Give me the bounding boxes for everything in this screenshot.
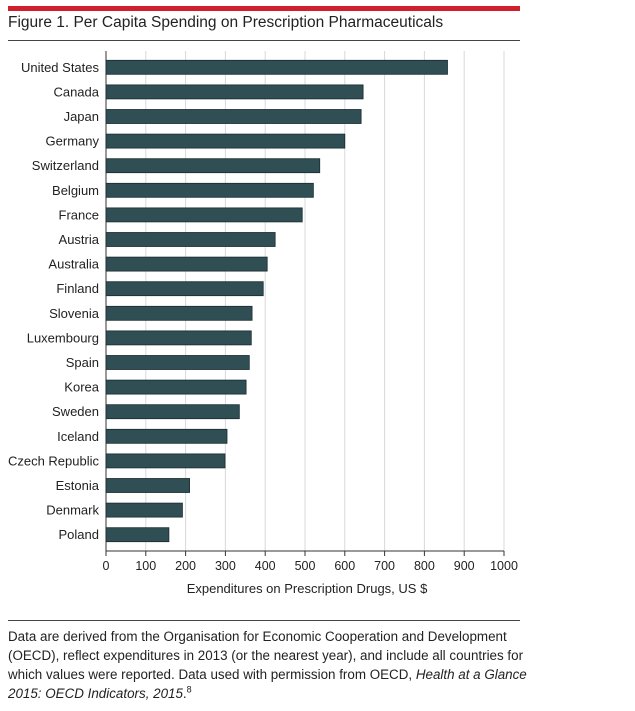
bar-united-states <box>105 59 448 75</box>
bar-france <box>105 207 303 223</box>
x-tick-label: 100 <box>135 559 156 573</box>
category-label: United States <box>21 60 100 75</box>
category-label: Korea <box>64 380 99 395</box>
bar-germany <box>105 133 346 149</box>
category-label: Estonia <box>56 478 100 493</box>
x-tick-label: 800 <box>414 559 435 573</box>
bar-poland <box>105 527 170 543</box>
note-divider <box>8 620 520 621</box>
category-label: Slovenia <box>49 306 100 321</box>
x-tick-label: 600 <box>334 559 355 573</box>
category-label: France <box>59 207 99 222</box>
category-label: Switzerland <box>32 158 99 173</box>
bar-chart: 0 100 200 300 400 500 600 700 800 900 1000 United S… <box>0 44 530 614</box>
bar-denmark <box>105 502 183 518</box>
category-label: Japan <box>64 109 99 124</box>
note-source: Health at a Glance 2015: OECD Indicators… <box>8 667 527 701</box>
bar-austria <box>105 232 276 247</box>
bar-korea <box>105 379 247 395</box>
category-label: Canada <box>53 84 99 99</box>
bar-iceland <box>105 428 228 444</box>
x-tick-label: 700 <box>374 559 395 573</box>
category-label: Sweden <box>52 404 99 419</box>
bar-estonia <box>105 478 190 493</box>
bar-switzerland <box>105 158 321 174</box>
chart-svg: 0 100 200 300 400 500 600 700 800 900 1000 United S… <box>8 51 518 596</box>
x-axis-title: Expenditures on Prescription Drugs, US $ <box>187 581 428 596</box>
figure-title: Figure 1. Per Capita Spending on Prescri… <box>8 14 444 31</box>
bar-sweden <box>105 404 240 420</box>
title-divider <box>8 40 520 41</box>
category-label: Belgium <box>52 183 99 198</box>
x-tick-label: 1000 <box>490 559 518 573</box>
category-label: Luxembourg <box>27 330 99 345</box>
x-tick-label: 500 <box>295 559 316 573</box>
x-tick-label: 200 <box>175 559 196 573</box>
x-tick-label: 0 <box>103 559 110 573</box>
bar-canada <box>105 84 364 100</box>
x-tick-label: 900 <box>454 559 475 573</box>
bar-australia <box>105 256 268 272</box>
category-label: Spain <box>66 355 99 370</box>
category-label: Denmark <box>46 503 99 518</box>
note-text-end: . <box>182 686 187 701</box>
bar-spain <box>105 355 250 370</box>
bar-japan <box>105 109 362 124</box>
category-label: Finland <box>56 281 99 296</box>
category-label: Australia <box>48 257 99 272</box>
top-accent-rule <box>8 6 520 11</box>
bar-czech-republic <box>105 453 226 469</box>
category-label: Poland <box>59 527 99 542</box>
category-label: Iceland <box>57 429 99 444</box>
bar-finland <box>105 281 264 297</box>
note-text: Data are derived from the Organisation f… <box>8 629 524 682</box>
note-reference: 8 <box>186 684 192 695</box>
category-label: Germany <box>46 134 100 149</box>
category-label: Austria <box>59 232 100 247</box>
category-label: Czech Republic <box>8 453 100 468</box>
figure-note: Data are derived from the Organisation f… <box>8 627 528 703</box>
bar-belgium <box>105 182 314 198</box>
bar-luxembourg <box>105 330 252 346</box>
x-tick-label: 300 <box>215 559 236 573</box>
bar-slovenia <box>105 305 253 321</box>
x-tick-label: 400 <box>255 559 276 573</box>
